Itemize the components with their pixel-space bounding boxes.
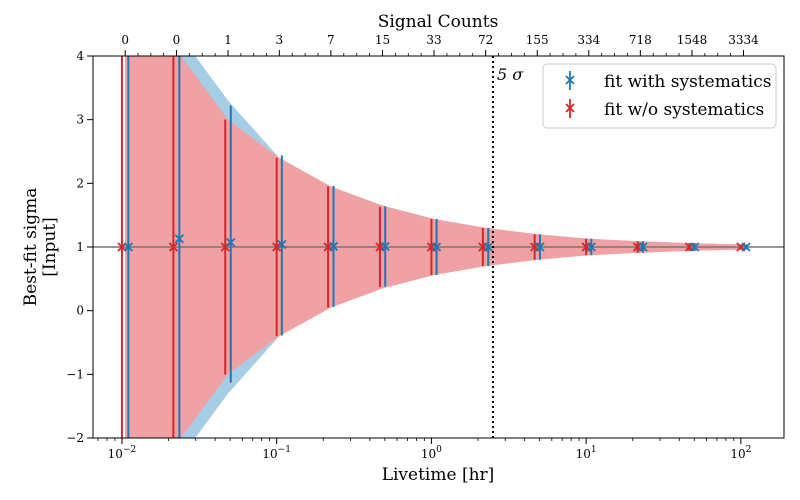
- marker-s1-12: [741, 242, 751, 252]
- top-tick-label-7: 72: [478, 33, 493, 47]
- data-markers: [117, 234, 751, 252]
- top-tick-label-11: 1548: [677, 33, 708, 47]
- y-axis-title-line2: [Input]: [40, 217, 60, 277]
- top-tick-label-4: 7: [327, 33, 335, 47]
- legend-box: [542, 63, 777, 129]
- y-tick-label-2: 0: [76, 304, 84, 318]
- y-tick-label-0: −2: [66, 431, 84, 445]
- x-tick-label-1: 10−1: [262, 445, 291, 461]
- y-tick-label-3: 1: [76, 240, 84, 254]
- y-tick-label-6: 4: [76, 49, 84, 63]
- y-tick-label-1: −1: [66, 367, 84, 381]
- top-tick-label-2: 1: [224, 33, 232, 47]
- marker-s1-6: [431, 242, 442, 252]
- top-tick-label-6: 33: [426, 33, 441, 47]
- x-tick-label-2: 100: [421, 445, 442, 461]
- legend-label-with-systematics: fit with systematics: [604, 72, 771, 92]
- marker-s1-10: [638, 242, 648, 252]
- x-axis: 10−2 10−1 100 101 102: [97, 438, 751, 461]
- top-tick-label-8: 155: [526, 33, 549, 47]
- marker-s1-0: [123, 242, 133, 252]
- top-tick-label-3: 3: [275, 33, 283, 47]
- legend: fit with systematics fit w/o systematics: [542, 63, 777, 129]
- marker-s1-9: [586, 242, 596, 252]
- x-tick-label-4: 102: [730, 445, 751, 461]
- top-tick-label-5: 15: [375, 33, 390, 47]
- five-sigma-label: 5 σ: [497, 65, 524, 84]
- x-tick-label-3: 101: [576, 445, 597, 461]
- marker-s1-2: [226, 237, 236, 248]
- x-axis-title: Livetime [hr]: [382, 465, 495, 485]
- top-axis-title: Signal Counts: [378, 12, 499, 32]
- top-tick-label-0: 0: [121, 33, 129, 47]
- top-tick-label-9: 334: [577, 33, 600, 47]
- marker-s1-1: [174, 234, 184, 244]
- y-axis-title-line1: Best-fit sigma: [21, 188, 41, 307]
- y-tick-label-4: 2: [76, 176, 84, 190]
- y-tick-label-5: 3: [76, 113, 84, 127]
- legend-marker-without-systematics: [565, 99, 575, 118]
- legend-marker-with-systematics: [565, 71, 575, 90]
- top-tick-label-1: 0: [173, 33, 181, 47]
- marker-s1-11: [690, 242, 700, 252]
- x-tick-label-0: 10−2: [108, 445, 137, 461]
- marker-s1-8: [535, 242, 545, 252]
- top-tick-label-10: 718: [629, 33, 652, 47]
- marker-s1-7: [483, 242, 493, 252]
- y-axis: −2 −1 0 1 2 3 4: [66, 49, 93, 445]
- marker-s0-3: [272, 242, 282, 252]
- marker-s1-5: [380, 241, 390, 251]
- legend-label-without-systematics: fit w/o systematics: [604, 100, 764, 120]
- marker-s1-4: [328, 241, 339, 251]
- top-tick-label-12: 3334: [728, 33, 759, 47]
- top-axis: 0 0 1 3 7 15 33 72 155 334 718 1548 3334: [121, 33, 759, 56]
- marker-s1-3: [277, 239, 287, 250]
- marker-s0-1: [168, 242, 179, 252]
